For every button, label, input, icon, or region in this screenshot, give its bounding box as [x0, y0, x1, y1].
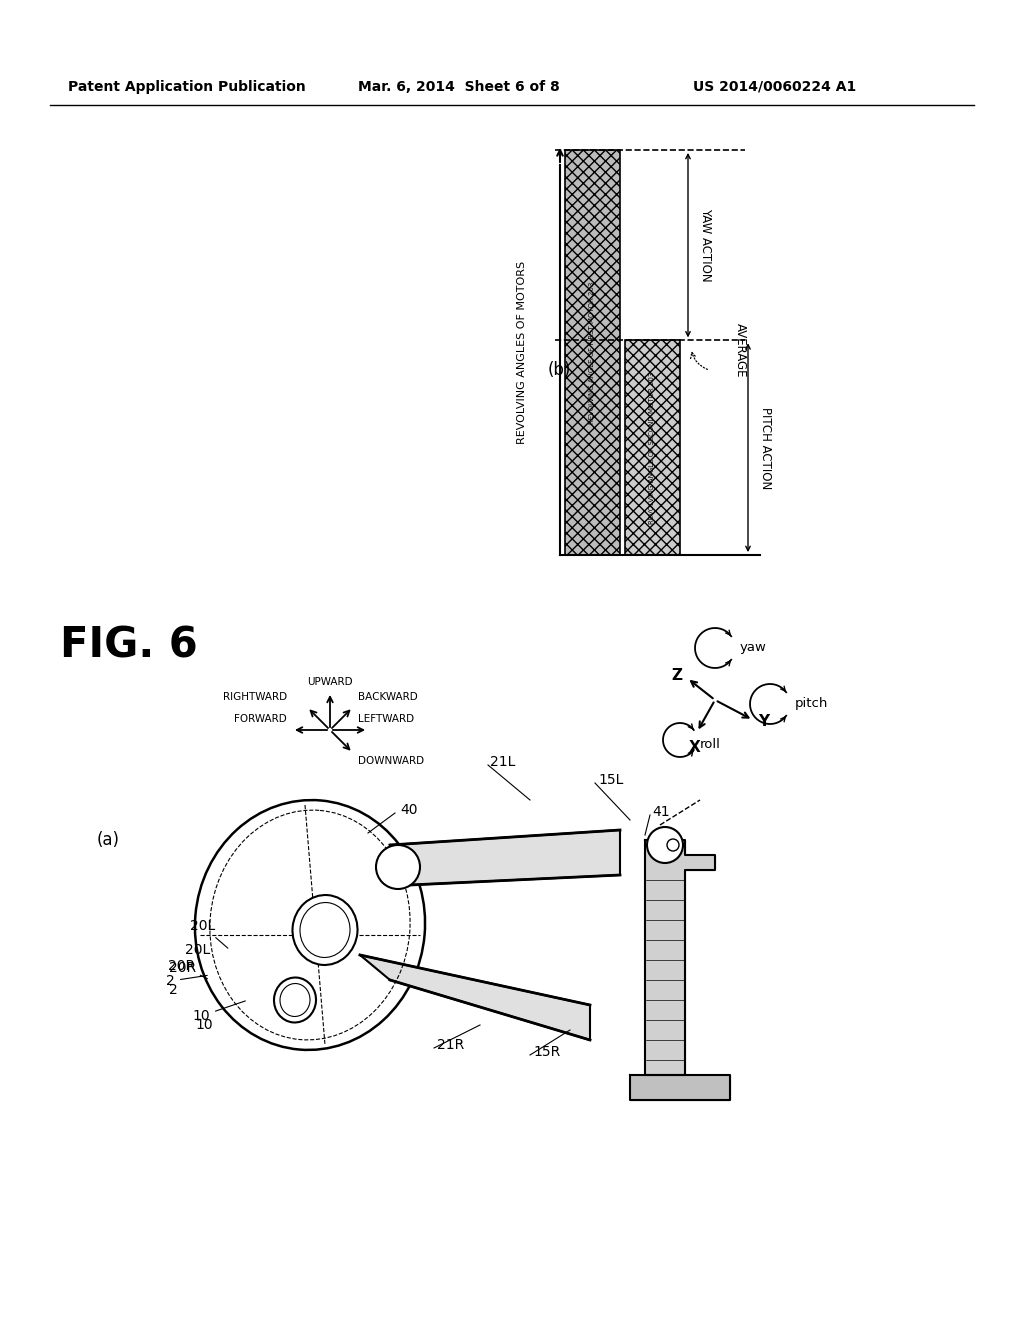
Circle shape	[647, 828, 683, 863]
Text: FIG. 6: FIG. 6	[60, 624, 198, 667]
Text: DOWNWARD: DOWNWARD	[357, 756, 424, 766]
Text: UPWARD: UPWARD	[307, 677, 353, 686]
Ellipse shape	[274, 978, 316, 1023]
Text: 21L: 21L	[490, 755, 515, 770]
Text: Y: Y	[758, 714, 769, 730]
Text: 10: 10	[193, 1001, 246, 1023]
Ellipse shape	[293, 895, 357, 965]
Text: yaw: yaw	[740, 642, 767, 655]
Text: roll: roll	[700, 738, 721, 751]
Text: REVOLVING ANGLE OF SECOND MOTOR 203: REVOLVING ANGLE OF SECOND MOTOR 203	[649, 371, 655, 524]
Text: PITCH ACTION: PITCH ACTION	[760, 407, 772, 488]
Text: BACKWARD: BACKWARD	[357, 692, 418, 702]
Text: Patent Application Publication: Patent Application Publication	[68, 81, 306, 94]
Text: Mar. 6, 2014  Sheet 6 of 8: Mar. 6, 2014 Sheet 6 of 8	[358, 81, 560, 94]
Text: RIGHTWARD: RIGHTWARD	[223, 692, 287, 702]
Text: 15L: 15L	[598, 774, 624, 787]
Circle shape	[376, 845, 420, 888]
Text: (a): (a)	[97, 832, 120, 849]
Ellipse shape	[300, 903, 350, 957]
Text: 21R: 21R	[437, 1038, 464, 1052]
Bar	[565, 150, 620, 554]
Text: YAW ACTION: YAW ACTION	[699, 209, 713, 282]
Text: 20L: 20L	[189, 919, 228, 948]
Text: pitch: pitch	[795, 697, 828, 710]
Polygon shape	[645, 840, 715, 1074]
Text: 41: 41	[652, 805, 670, 818]
Text: REVOLVING ANGLES OF MOTORS: REVOLVING ANGLES OF MOTORS	[517, 261, 527, 444]
Text: 10: 10	[196, 1018, 213, 1032]
Text: 20R: 20R	[168, 960, 208, 978]
Text: AVERAGE: AVERAGE	[733, 323, 746, 378]
Bar	[625, 341, 680, 554]
Text: LEFTWARD: LEFTWARD	[357, 714, 414, 725]
Text: 12: 12	[665, 911, 683, 925]
Text: Z: Z	[671, 668, 682, 682]
Text: 2: 2	[166, 974, 207, 987]
Text: 20R: 20R	[169, 961, 196, 975]
Text: 2: 2	[169, 983, 178, 997]
Text: US 2014/0060224 A1: US 2014/0060224 A1	[693, 81, 856, 94]
Circle shape	[667, 840, 679, 851]
Text: 40: 40	[400, 803, 418, 817]
Text: X: X	[689, 741, 700, 755]
Text: 20L: 20L	[184, 942, 210, 957]
Polygon shape	[630, 1074, 730, 1100]
Text: FORWARD: FORWARD	[234, 714, 287, 725]
Polygon shape	[390, 830, 620, 884]
Ellipse shape	[280, 983, 310, 1016]
Text: REVOLVING ANGLE OF FIRST MOTOR 203: REVOLVING ANGLE OF FIRST MOTOR 203	[590, 281, 596, 424]
Text: (b): (b)	[548, 360, 571, 379]
Ellipse shape	[195, 800, 425, 1049]
Text: 15R: 15R	[534, 1045, 560, 1059]
Polygon shape	[360, 954, 590, 1040]
